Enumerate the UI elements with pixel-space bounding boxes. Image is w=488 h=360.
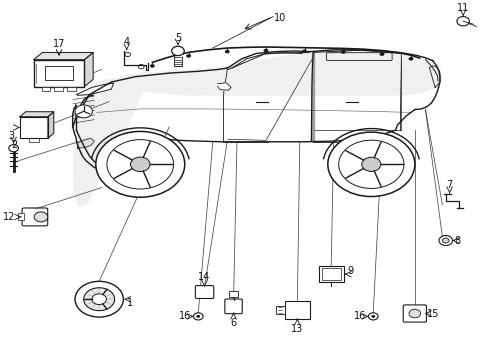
Polygon shape [48,112,54,138]
Text: 3: 3 [8,131,14,141]
Circle shape [407,57,412,60]
Circle shape [327,132,414,197]
Polygon shape [428,66,439,87]
Circle shape [34,212,48,222]
Text: 6: 6 [230,318,236,328]
Text: 13: 13 [291,324,303,334]
Bar [20,117,48,138]
Circle shape [75,105,92,118]
Bar [41,86,50,91]
Polygon shape [77,138,94,148]
Circle shape [408,309,420,318]
Circle shape [186,54,191,58]
Circle shape [340,50,345,54]
Polygon shape [73,50,439,206]
Polygon shape [34,53,93,60]
Text: 4: 4 [123,37,129,47]
FancyBboxPatch shape [195,285,213,298]
Text: 10: 10 [274,13,286,23]
FancyBboxPatch shape [403,305,426,322]
Bar [276,306,284,314]
Bar [18,213,24,220]
Circle shape [370,315,374,318]
Circle shape [83,288,114,311]
Circle shape [224,50,229,53]
Polygon shape [217,83,231,90]
Text: 16: 16 [353,311,365,321]
Circle shape [379,52,384,56]
Bar [45,66,73,81]
Text: 2: 2 [11,140,18,150]
Text: 16: 16 [179,311,191,321]
Bar [284,301,309,319]
Polygon shape [24,210,46,224]
Polygon shape [71,95,94,132]
Text: 8: 8 [453,235,460,246]
Circle shape [456,17,468,26]
Polygon shape [20,112,54,117]
Polygon shape [20,117,48,138]
FancyBboxPatch shape [228,291,238,297]
Polygon shape [34,60,84,86]
Circle shape [171,46,184,55]
Circle shape [9,145,19,152]
Circle shape [75,281,123,317]
Polygon shape [311,52,314,141]
Polygon shape [284,301,309,319]
Circle shape [302,49,306,53]
Bar [54,86,63,91]
Polygon shape [76,83,113,95]
Circle shape [361,157,380,171]
Text: 11: 11 [456,3,468,13]
Text: 5: 5 [175,33,181,43]
Text: 17: 17 [53,39,65,49]
Text: 12: 12 [3,212,15,222]
Circle shape [130,157,150,172]
Circle shape [92,294,106,305]
Text: 1: 1 [127,298,133,308]
FancyBboxPatch shape [224,299,242,314]
Bar [318,266,343,282]
Text: 7: 7 [446,180,452,190]
Circle shape [150,64,155,68]
Circle shape [442,238,448,243]
Circle shape [438,235,451,246]
Text: 14: 14 [198,272,210,282]
Circle shape [196,315,200,318]
Circle shape [263,49,268,52]
Text: 15: 15 [427,309,439,319]
Bar [67,86,76,91]
Text: 9: 9 [347,266,353,276]
Bar [321,268,340,280]
Polygon shape [318,266,343,282]
Circle shape [96,131,184,197]
Polygon shape [84,53,93,86]
